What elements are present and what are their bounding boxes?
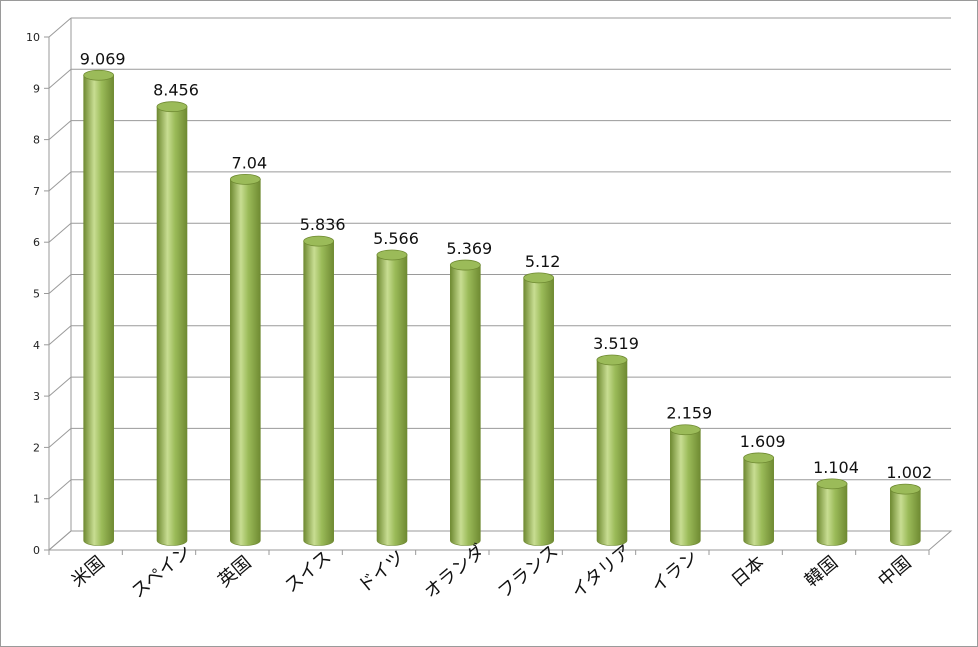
x-category-label: イラン (647, 546, 702, 597)
x-category-label: スイス (281, 547, 335, 597)
bar-top-cap (229, 173, 261, 185)
bar-body (816, 483, 848, 546)
bar-body (743, 457, 774, 546)
data-label: 5.566 (373, 229, 419, 248)
bar-top-cap (669, 424, 701, 436)
bar-top-cap (816, 478, 848, 490)
bar-body (523, 277, 554, 546)
bar (303, 235, 335, 546)
data-label: 5.369 (446, 239, 492, 258)
bar-body (890, 488, 921, 546)
bar (596, 354, 628, 546)
bar (156, 101, 188, 546)
y-tick-label: 6 (33, 236, 40, 249)
bar (376, 249, 408, 546)
bar (229, 173, 261, 546)
data-label: 1.609 (740, 432, 786, 451)
bar-top-cap (376, 249, 408, 261)
gridline-side (48, 325, 72, 346)
bar (743, 452, 775, 546)
data-label: 2.159 (666, 404, 712, 423)
data-label: 5.836 (300, 215, 346, 234)
bar-body (303, 240, 334, 546)
y-tick-label: 3 (33, 390, 40, 403)
y-tick-label: 4 (33, 339, 40, 352)
bar (889, 483, 921, 546)
bar-body (450, 264, 481, 546)
x-category-label: 中国 (874, 552, 915, 591)
x-category-label: 英国 (214, 552, 255, 591)
bar-body (596, 359, 628, 546)
gridline-side (48, 428, 72, 448)
data-label: 1.104 (813, 458, 859, 477)
grid-layer (47, 17, 953, 551)
y-tick-label: 1 (33, 493, 40, 506)
bar (83, 69, 115, 546)
bars-layer (83, 69, 921, 546)
bar-body (670, 429, 701, 546)
bar-body (230, 179, 261, 546)
y-tick-label: 7 (33, 185, 40, 198)
y-tick-label: 0 (33, 544, 40, 557)
bar-top-cap (303, 235, 335, 247)
gridline-side (48, 68, 72, 89)
bar-body (83, 74, 114, 546)
bar (816, 478, 848, 546)
y-tick-label: 10 (26, 31, 40, 44)
x-category-label: ドイツ (354, 546, 409, 597)
bar-top-cap (596, 354, 628, 366)
gridline-side (48, 120, 72, 140)
bar-top-cap (83, 69, 115, 81)
x-category-label: 日本 (728, 552, 769, 591)
bar (523, 272, 555, 546)
data-label: 8.456 (153, 81, 199, 100)
bar (449, 259, 481, 546)
gridline-side (48, 171, 72, 192)
data-label: 9.069 (80, 49, 126, 68)
x-category-label: 韓国 (801, 552, 842, 591)
bar (669, 424, 701, 546)
data-label: 1.002 (886, 463, 932, 482)
y-tick-label: 2 (33, 441, 40, 454)
gridline-side (48, 17, 72, 38)
bar-body (156, 106, 188, 546)
gridline-side (48, 274, 72, 294)
y-tick-label: 8 (33, 134, 40, 147)
bar-top-cap (523, 272, 555, 284)
bar-top-cap (743, 452, 775, 464)
axis-layer: 0 1 2 3 4 5 6 7 8 9 10 (26, 31, 930, 557)
y-tick-label: 9 (33, 82, 40, 95)
gridline-side (48, 530, 72, 551)
bar-top-cap (156, 101, 188, 113)
data-label: 3.519 (593, 334, 639, 353)
y-tick-label: 5 (33, 288, 40, 301)
gridline-side (48, 479, 72, 500)
data-label: 7.04 (232, 153, 268, 172)
data-label: 5.12 (525, 252, 561, 271)
gridline-side (48, 376, 72, 397)
bar-top-cap (449, 259, 481, 271)
gridline-side (48, 222, 72, 243)
bar-body (376, 254, 408, 546)
x-category-label: 米国 (68, 552, 109, 591)
bar-top-cap (889, 483, 921, 495)
